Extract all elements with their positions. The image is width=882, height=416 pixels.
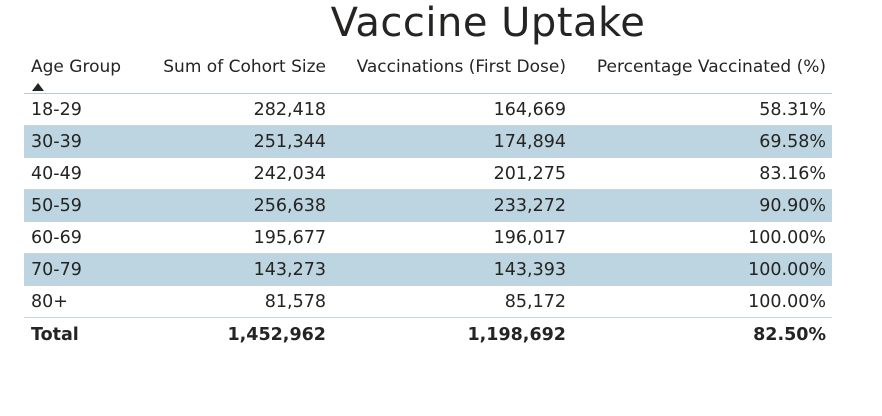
cell-first-dose: 233,272 — [493, 196, 566, 216]
cell-percentage: 83.16% — [759, 164, 826, 184]
sort-ascending-icon — [32, 83, 44, 91]
table-row: 70-79 143,273 143,393 100.00% — [24, 254, 832, 286]
cell-cohort-size: 195,677 — [253, 228, 326, 248]
table-row: 30-39 251,344 174,894 69.58% — [24, 126, 832, 158]
cell-age-group: 18-29 — [31, 100, 82, 120]
table-row: 80+ 81,578 85,172 100.00% — [24, 286, 832, 318]
column-header-age-group[interactable]: Age Group — [31, 57, 122, 77]
total-cohort-size: 1,452,962 — [227, 325, 326, 345]
cell-percentage: 100.00% — [748, 228, 826, 248]
cell-first-dose: 196,017 — [493, 228, 566, 248]
cell-cohort-size: 81,578 — [264, 292, 326, 312]
column-header-first-dose[interactable]: Vaccinations (First Dose) — [356, 57, 566, 77]
vaccine-uptake-table: Age Group Sum of Cohort Size Vaccination… — [24, 52, 832, 352]
cell-first-dose: 164,669 — [493, 100, 566, 120]
cell-percentage: 90.90% — [759, 196, 826, 216]
cell-cohort-size: 143,273 — [253, 260, 326, 280]
total-label: Total — [31, 325, 79, 345]
cell-first-dose: 143,393 — [493, 260, 566, 280]
cell-age-group: 70-79 — [31, 260, 82, 280]
visual-title: Vaccine Uptake — [330, 0, 646, 46]
cell-percentage: 58.31% — [759, 100, 826, 120]
cell-first-dose: 174,894 — [493, 132, 566, 152]
cell-percentage: 69.58% — [759, 132, 826, 152]
table-row: 60-69 195,677 196,017 100.00% — [24, 222, 832, 254]
cell-cohort-size: 251,344 — [253, 132, 326, 152]
table-row: 18-29 282,418 164,669 58.31% — [24, 94, 832, 126]
column-header-cohort-size[interactable]: Sum of Cohort Size — [163, 57, 326, 77]
cell-age-group: 80+ — [31, 292, 68, 312]
cell-age-group: 40-49 — [31, 164, 82, 184]
column-header-percentage[interactable]: Percentage Vaccinated (%) — [596, 57, 826, 77]
cell-first-dose: 85,172 — [504, 292, 566, 312]
cell-age-group: 60-69 — [31, 228, 82, 248]
cell-cohort-size: 282,418 — [253, 100, 326, 120]
cell-cohort-size: 242,034 — [253, 164, 326, 184]
table-row: 50-59 256,638 233,272 90.90% — [24, 190, 832, 222]
table-total-row: Total 1,452,962 1,198,692 82.50% — [24, 318, 832, 352]
cell-percentage: 100.00% — [748, 260, 826, 280]
total-percentage: 82.50% — [753, 325, 826, 345]
total-first-dose: 1,198,692 — [467, 325, 566, 345]
table-row: 40-49 242,034 201,275 83.16% — [24, 158, 832, 190]
cell-percentage: 100.00% — [748, 292, 826, 312]
cell-age-group: 30-39 — [31, 132, 82, 152]
table-header-row: Age Group Sum of Cohort Size Vaccination… — [24, 52, 832, 94]
cell-age-group: 50-59 — [31, 196, 82, 216]
cell-cohort-size: 256,638 — [253, 196, 326, 216]
cell-first-dose: 201,275 — [493, 164, 566, 184]
